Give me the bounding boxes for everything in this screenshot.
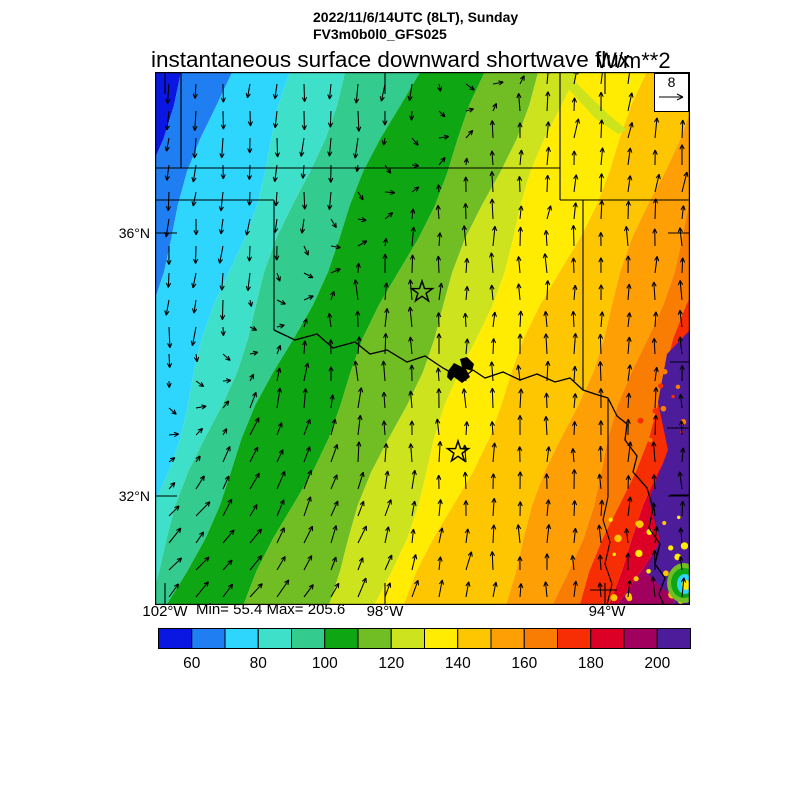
plot-title: instantaneous surface downward shortwave…	[151, 47, 631, 72]
model-name: FV3m0b0l0_GFS025	[313, 26, 447, 42]
flux-bands	[155, 72, 690, 605]
lon-tick-label: 102°W	[142, 603, 188, 620]
lake-texoma-blob	[447, 357, 474, 383]
colorbar-cell	[523, 628, 558, 649]
wind-reference-arrow	[658, 93, 683, 101]
colorbar-tick-label: 120	[378, 655, 404, 672]
lon-tick-label: 98°W	[366, 603, 404, 620]
colorbar-cell	[424, 628, 459, 649]
minmax-label: Min= 55.4 Max= 205.6	[196, 601, 346, 618]
wind-arrows	[164, 72, 689, 598]
colorbar: 60 80 100 120 140 160 180 200	[158, 628, 691, 672]
wind-reference-box: 8	[654, 73, 689, 112]
colorbar-cell	[390, 628, 425, 649]
colorbar-tick-label: 160	[511, 655, 537, 672]
lat-tick-label: 32°N	[118, 488, 150, 504]
colorbar-cell	[257, 628, 292, 649]
map-layers	[155, 72, 690, 605]
colorbar-cell	[590, 628, 625, 649]
colorbar-tick-label: 80	[250, 655, 268, 672]
colorbar-cell	[490, 628, 525, 649]
wind-reference-value: 8	[667, 74, 676, 90]
lat-tick-label: 36°N	[118, 225, 150, 241]
weather-map	[155, 72, 690, 605]
run-datetime: 2022/11/6/14UTC (8LT), Sunday	[313, 9, 519, 25]
colorbar-cell	[324, 628, 359, 649]
city-star	[445, 438, 471, 463]
colorbar-cell	[158, 628, 193, 649]
lon-tick-label: 94°W	[588, 603, 626, 620]
colorbar-tick-label: 60	[183, 655, 201, 672]
map-border	[155, 72, 690, 605]
colorbar-cell	[557, 628, 592, 649]
axis-ticks	[155, 72, 690, 605]
city-star	[409, 278, 435, 303]
colorbar-tick-label: 200	[644, 655, 670, 672]
colorbar-cell	[357, 628, 392, 649]
colorbar-cell	[191, 628, 226, 649]
colorbar-cell	[656, 628, 691, 649]
colorbar-cell	[224, 628, 259, 649]
colorbar-cell	[623, 628, 658, 649]
pale-green-streak	[553, 72, 627, 134]
units-label: W/m**2	[596, 48, 671, 73]
colorbar-tick-label: 140	[445, 655, 471, 672]
colorbar-tick-label: 180	[578, 655, 604, 672]
colorbar-cell	[291, 628, 326, 649]
colorbar-tick-label: 100	[312, 655, 338, 672]
colorbar-cell	[457, 628, 492, 649]
